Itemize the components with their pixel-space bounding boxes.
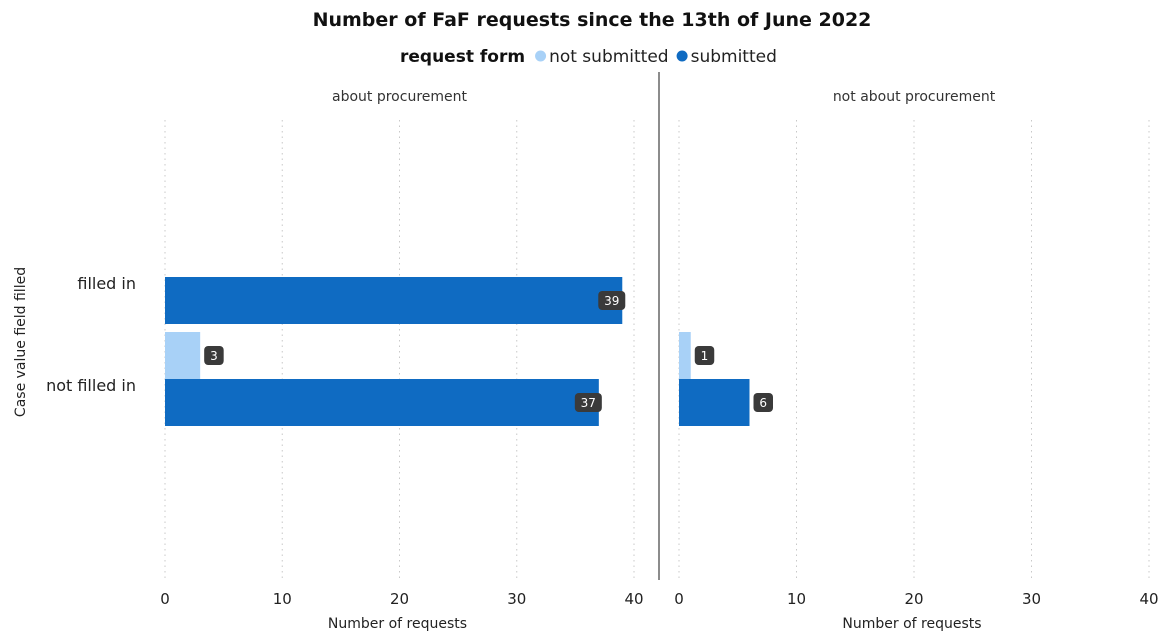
data-label-box <box>574 393 602 412</box>
x-tick-label: 20 <box>904 590 923 608</box>
x-axis-title: Number of requests <box>328 616 467 632</box>
x-tick-label: 10 <box>273 590 292 608</box>
data-label-value: 3 <box>210 349 218 363</box>
x-tick-label: 20 <box>390 590 409 608</box>
data-label-box <box>753 393 773 412</box>
legend-title: request form <box>400 47 525 67</box>
legend-entry-not-submitted: not submitted <box>535 47 669 67</box>
x-tick-label: 40 <box>624 590 643 608</box>
x-tick-label: 30 <box>507 590 526 608</box>
x-tick-label: 40 <box>1139 590 1158 608</box>
data-label: 1 <box>694 346 715 365</box>
category-labels: filled in not filled in <box>46 274 136 395</box>
x-tick-label: 10 <box>787 590 806 608</box>
legend-label-submitted: submitted <box>691 47 777 67</box>
bar-submitted-not-filled-in <box>679 379 750 426</box>
x-tick-label: 0 <box>674 590 684 608</box>
panel-not-about-procurement: not about procurement 0 10 20 30 40 1 6 Number o… <box>674 89 1158 632</box>
data-label: 3 <box>204 346 224 365</box>
legend-marker-not-submitted <box>535 50 547 62</box>
data-label-value: 6 <box>759 396 767 410</box>
x-tick-label: 30 <box>1022 590 1041 608</box>
data-label: 37 <box>574 393 602 412</box>
data-label-value: 37 <box>581 396 596 410</box>
data-label-box <box>694 346 715 365</box>
bar-not-submitted-not-filled-in <box>165 332 201 379</box>
bar-submitted-filled-in <box>165 277 623 324</box>
x-tick-label: 0 <box>160 590 170 608</box>
panel-title: about procurement <box>332 89 468 105</box>
bar-submitted-not-filled-in <box>165 379 599 426</box>
panel-about-procurement: about procurement 0 10 20 30 40 3 39 37 Number of… <box>160 89 643 632</box>
legend-label-not-submitted: not submitted <box>549 47 669 67</box>
legend-entry-submitted: submitted <box>676 47 777 67</box>
panel-title: not about procurement <box>833 89 996 105</box>
data-label: 6 <box>753 393 773 412</box>
data-label-value: 39 <box>604 294 619 308</box>
legend-entries: not submitted submitted <box>535 47 777 67</box>
data-label-box <box>598 291 626 310</box>
legend-marker-submitted <box>676 50 688 62</box>
x-axis-title: Number of requests <box>842 616 981 632</box>
y-axis-title: Case value field filled <box>13 267 29 417</box>
legend: request form not submitted submitted <box>400 47 777 67</box>
data-label-value: 1 <box>701 349 709 363</box>
category-label-not-filled-in: not filled in <box>46 376 136 395</box>
category-label-filled-in: filled in <box>77 274 136 293</box>
data-label: 39 <box>598 291 626 310</box>
data-label-box <box>204 346 224 365</box>
bar-not-submitted-not-filled-in <box>679 332 691 379</box>
chart-title: Number of FaF requests since the 13th of… <box>313 9 872 31</box>
